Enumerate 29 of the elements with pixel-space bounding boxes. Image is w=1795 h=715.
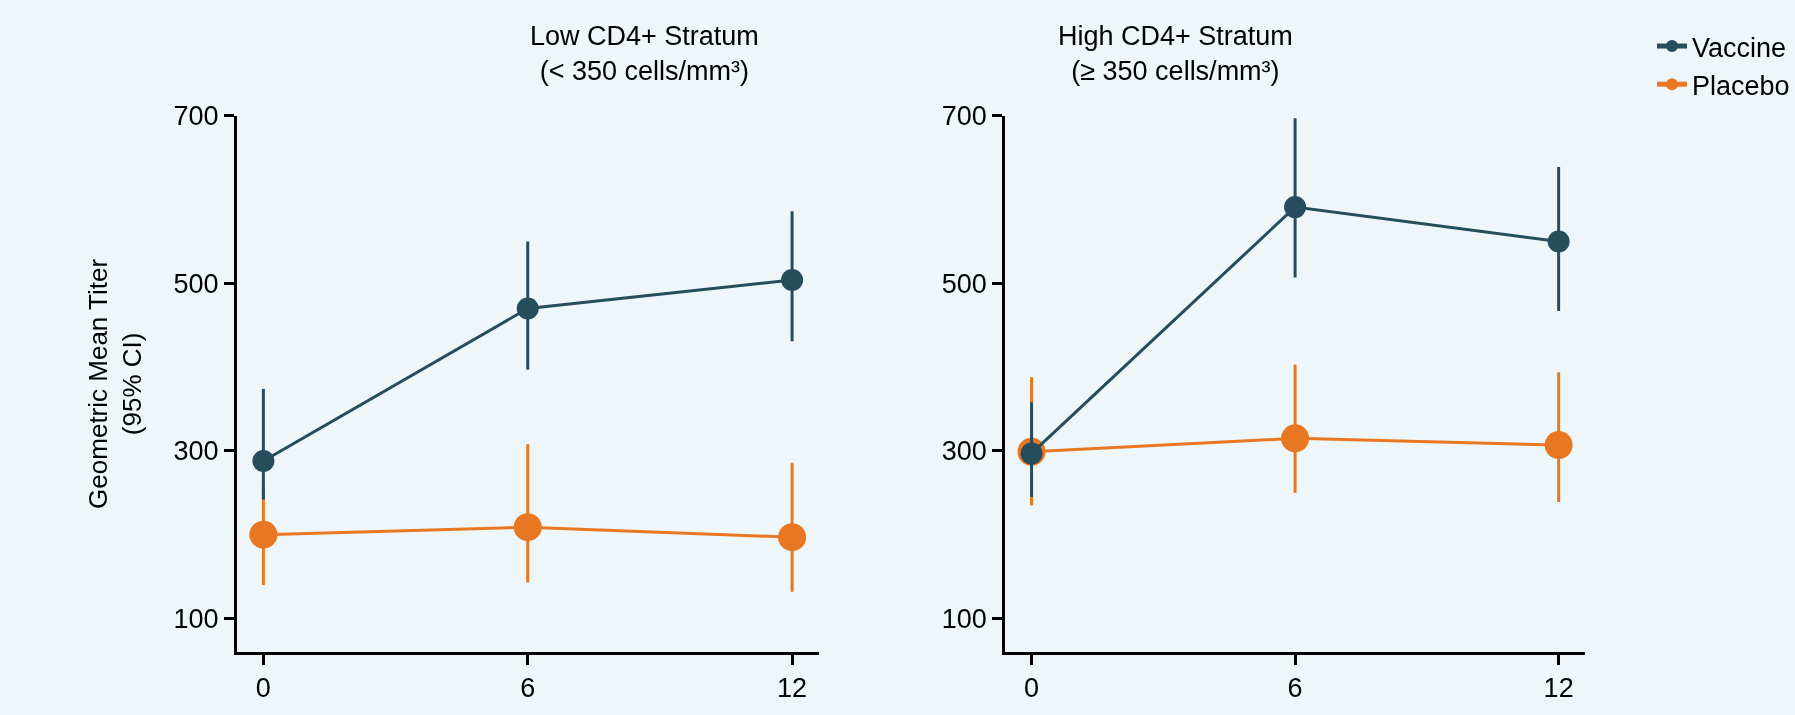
point	[516, 297, 539, 320]
chart-title: Low CD4+ Stratum (< 350 cells/mm³)	[530, 21, 759, 87]
point	[1284, 196, 1307, 219]
point	[778, 523, 807, 552]
x-tick-label: 6	[1287, 673, 1303, 704]
legend-label: Placebo	[1692, 70, 1790, 101]
point	[513, 513, 542, 542]
y-tick-label: 700	[173, 101, 219, 132]
x-tick-label: 12	[777, 673, 808, 704]
point	[781, 269, 804, 291]
x-tick-label: 12	[1543, 673, 1574, 704]
x-tick-label: 6	[520, 673, 536, 704]
y-tick-label: 100	[173, 603, 219, 634]
y-tick-label: 500	[173, 268, 219, 299]
y-tick-label: 300	[941, 436, 987, 467]
x-tick-label: 0	[255, 673, 271, 704]
point	[249, 520, 278, 549]
y-tick-label: 100	[941, 603, 987, 634]
point	[1544, 431, 1573, 460]
point	[1547, 230, 1570, 253]
y-tick-label: 700	[941, 101, 987, 132]
y-tick-label: 300	[173, 436, 219, 467]
x-tick-label: 0	[1024, 673, 1040, 704]
y-axis-title: Geometric Mean Titer (95% CI)	[83, 258, 147, 509]
y-tick-label: 500	[941, 268, 987, 299]
point	[252, 449, 275, 472]
point	[1281, 424, 1310, 453]
chart-title: High CD4+ Stratum (≥ 350 cells/mm³)	[1058, 21, 1293, 87]
legend-label: Vaccine	[1692, 32, 1787, 63]
